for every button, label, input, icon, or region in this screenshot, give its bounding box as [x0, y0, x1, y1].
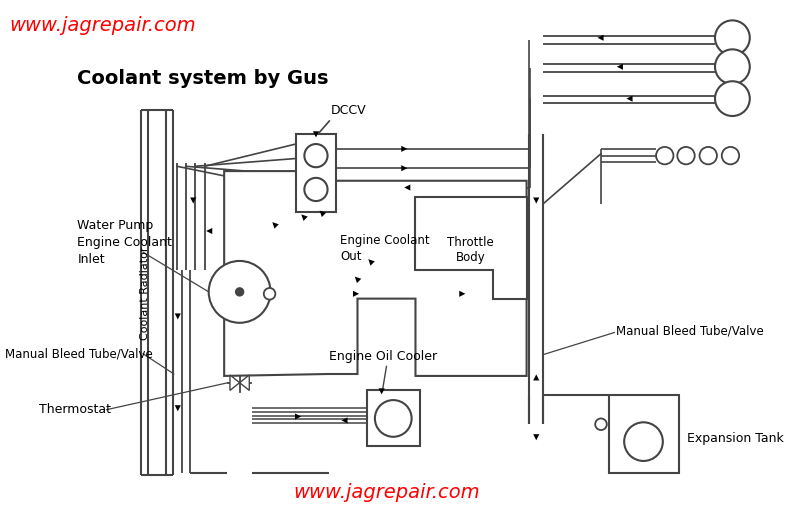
Text: Thermostat: Thermostat: [38, 403, 110, 416]
Circle shape: [678, 147, 694, 165]
Bar: [368, 390, 420, 446]
Circle shape: [595, 418, 606, 430]
Polygon shape: [240, 375, 249, 390]
Text: DCCV: DCCV: [331, 104, 366, 117]
Text: Throttle
Body: Throttle Body: [447, 236, 494, 264]
Circle shape: [264, 288, 276, 299]
Text: Manual Bleed Tube/Valve: Manual Bleed Tube/Valve: [5, 347, 153, 360]
Circle shape: [656, 147, 674, 165]
Circle shape: [236, 288, 244, 296]
Bar: [296, 134, 336, 212]
Text: Coolant system by Gus: Coolant system by Gus: [78, 69, 329, 88]
Circle shape: [721, 147, 739, 165]
Text: www.jagrepair.com: www.jagrepair.com: [293, 483, 479, 501]
Text: Coolant Radiator: Coolant Radiator: [140, 246, 150, 339]
Text: www.jagrepair.com: www.jagrepair.com: [10, 17, 197, 35]
Bar: [609, 395, 679, 473]
Circle shape: [715, 81, 749, 116]
Text: Engine Oil Cooler: Engine Oil Cooler: [328, 350, 436, 363]
Circle shape: [700, 147, 717, 165]
Circle shape: [209, 261, 271, 323]
Text: Water Pump
Engine Coolant
Inlet: Water Pump Engine Coolant Inlet: [78, 219, 172, 266]
Circle shape: [715, 20, 749, 55]
Polygon shape: [225, 171, 527, 376]
Circle shape: [304, 178, 328, 201]
Circle shape: [375, 400, 411, 437]
Circle shape: [624, 422, 663, 461]
Circle shape: [715, 49, 749, 84]
Circle shape: [304, 144, 328, 167]
Text: Manual Bleed Tube/Valve: Manual Bleed Tube/Valve: [617, 324, 764, 337]
Text: Engine Coolant
Out: Engine Coolant Out: [340, 234, 430, 263]
Polygon shape: [415, 197, 527, 298]
Text: Expansion Tank: Expansion Tank: [687, 432, 784, 445]
Polygon shape: [230, 375, 240, 390]
